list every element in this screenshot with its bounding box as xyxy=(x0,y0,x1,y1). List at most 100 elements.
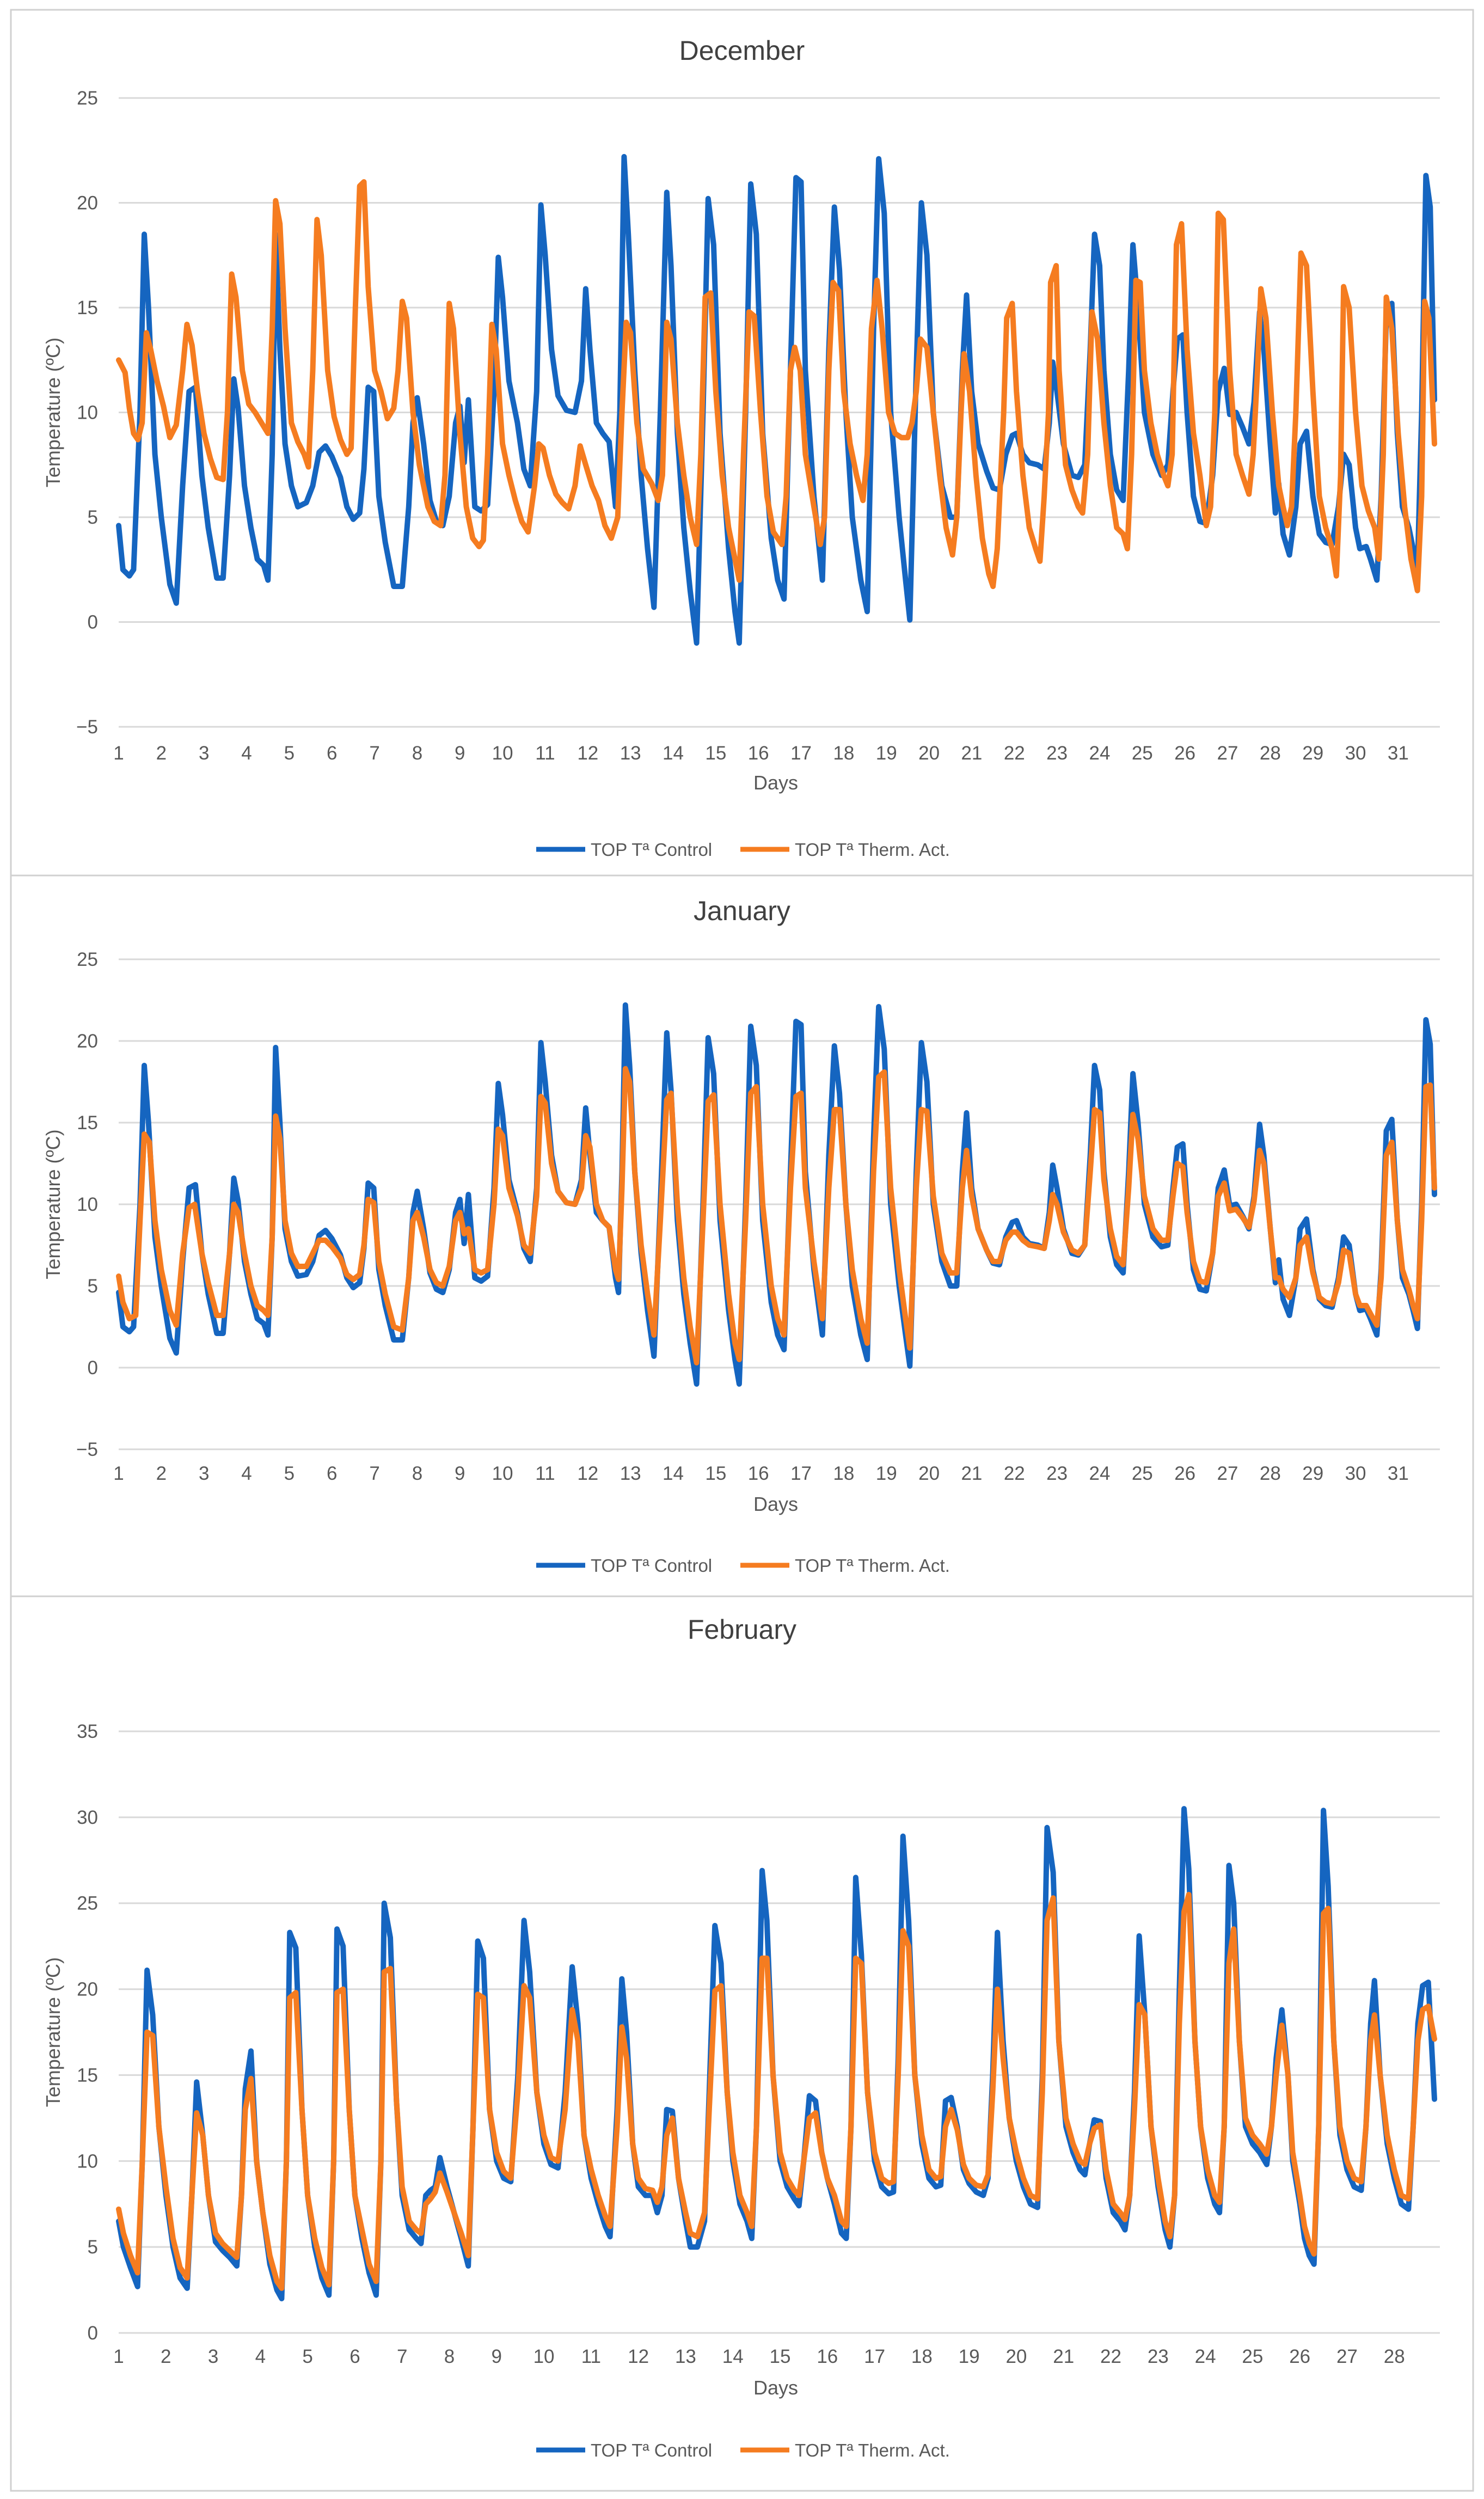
y-tick-label: 10 xyxy=(77,402,98,424)
x-tick-label: 25 xyxy=(1132,743,1153,764)
x-tick-label: 24 xyxy=(1089,1463,1111,1484)
x-tick-label: 21 xyxy=(961,743,982,764)
x-tick-label: 15 xyxy=(705,743,726,764)
x-tick-label: 23 xyxy=(1148,2346,1169,2367)
x-tick-label: 4 xyxy=(241,743,252,764)
x-tick-label: 16 xyxy=(748,743,769,764)
x-tick-label: 23 xyxy=(1046,743,1068,764)
y-tick-label: 25 xyxy=(77,949,98,970)
x-tick-label: 10 xyxy=(492,743,513,764)
x-tick-label: 11 xyxy=(581,2346,601,2367)
x-tick-label: 18 xyxy=(833,743,854,764)
y-tick-label: 20 xyxy=(77,193,98,214)
y-tick-label: 25 xyxy=(77,1893,98,1914)
x-tick-label: 23 xyxy=(1046,1463,1068,1484)
x-tick-label: 20 xyxy=(918,1463,940,1484)
y-tick-label: 10 xyxy=(77,2151,98,2172)
legend: TOP Tª Control TOP Tª Therm. Act. xyxy=(536,840,950,860)
x-axis-title: Days xyxy=(753,2376,798,2399)
x-tick-label: 3 xyxy=(199,1463,209,1484)
x-tick-label: 22 xyxy=(1004,1463,1025,1484)
x-tick-label: 26 xyxy=(1289,2346,1310,2367)
x-tick-label: 17 xyxy=(790,743,812,764)
x-tick-label: 28 xyxy=(1260,743,1281,764)
x-tick-label: 22 xyxy=(1004,743,1025,764)
x-tick-label: 8 xyxy=(444,2346,455,2367)
x-tick-label: 12 xyxy=(577,1463,598,1484)
x-tick-label: 3 xyxy=(199,743,209,764)
x-tick-label: 25 xyxy=(1132,1463,1153,1484)
x-tick-label: 24 xyxy=(1195,2346,1216,2367)
legend-label-control: TOP Tª Control xyxy=(591,2440,712,2460)
x-tick-label: 19 xyxy=(959,2346,980,2367)
x-tick-label: 1 xyxy=(113,2346,124,2367)
x-tick-label: 17 xyxy=(864,2346,885,2367)
x-tick-label: 10 xyxy=(492,1463,513,1484)
x-tick-label: 3 xyxy=(208,2346,218,2367)
y-tick-label: 0 xyxy=(88,2323,98,2344)
x-tick-label: 9 xyxy=(455,1463,465,1484)
x-tick-label: 26 xyxy=(1174,743,1195,764)
x-tick-label: 28 xyxy=(1384,2346,1405,2367)
x-tick-label: 18 xyxy=(911,2346,933,2367)
x-axis-title: Days xyxy=(753,771,798,794)
x-tick-label: 13 xyxy=(620,743,641,764)
y-tick-label: 0 xyxy=(88,1357,98,1379)
series-line-therm xyxy=(116,1891,1437,2291)
x-tick-label: 8 xyxy=(412,743,422,764)
chart-title: February xyxy=(688,1614,796,1645)
y-tick-label: 15 xyxy=(77,2065,98,2086)
x-tick-label: 27 xyxy=(1336,2346,1358,2367)
legend-label-therm: TOP Tª Therm. Act. xyxy=(795,2440,950,2460)
x-tick-label: 16 xyxy=(817,2346,838,2367)
x-tick-label: 29 xyxy=(1302,743,1323,764)
x-tick-label: 28 xyxy=(1260,1463,1281,1484)
legend-label-control: TOP Tª Control xyxy=(591,1555,712,1576)
y-tick-label: 15 xyxy=(77,297,98,318)
y-axis-title: Temperature (ºC) xyxy=(42,338,64,487)
x-tick-label: 5 xyxy=(302,2346,312,2367)
x-tick-label: 9 xyxy=(455,743,465,764)
x-tick-label: 20 xyxy=(1005,2346,1027,2367)
y-tick-label: 25 xyxy=(77,88,98,109)
x-tick-label: 16 xyxy=(748,1463,769,1484)
x-tick-label: 2 xyxy=(161,2346,171,2367)
y-tick-label: 10 xyxy=(77,1194,98,1215)
y-axis-title: Temperature (ºC) xyxy=(42,1957,64,2107)
x-tick-label: 31 xyxy=(1388,1463,1409,1484)
series-line-therm xyxy=(116,179,1437,593)
y-tick-label: 20 xyxy=(77,1979,98,2000)
x-tick-label: 7 xyxy=(397,2346,407,2367)
series-line-control xyxy=(116,154,1437,646)
x-tick-label: 31 xyxy=(1388,743,1409,764)
x-tick-label: 29 xyxy=(1302,1463,1323,1484)
x-tick-label: 27 xyxy=(1217,743,1238,764)
legend-label-therm: TOP Tª Therm. Act. xyxy=(795,1555,950,1576)
x-tick-label: 1 xyxy=(113,1463,124,1484)
x-tick-label: 26 xyxy=(1174,1463,1195,1484)
y-tick-label: −5 xyxy=(76,716,98,738)
x-tick-label: 8 xyxy=(412,1463,422,1484)
x-axis-title: Days xyxy=(753,1493,798,1515)
x-tick-label: 13 xyxy=(620,1463,641,1484)
x-tick-label: 2 xyxy=(156,743,167,764)
x-tick-label: 19 xyxy=(876,743,897,764)
x-tick-label: 22 xyxy=(1100,2346,1121,2367)
x-tick-label: 11 xyxy=(535,743,555,764)
x-tick-label: 21 xyxy=(1053,2346,1074,2367)
y-tick-label: 5 xyxy=(88,1276,98,1297)
x-tick-label: 20 xyxy=(918,743,940,764)
legend: TOP Tª Control TOP Tª Therm. Act. xyxy=(536,1555,950,1576)
y-tick-label: −5 xyxy=(76,1439,98,1460)
chart-title: January xyxy=(694,896,790,926)
x-tick-label: 21 xyxy=(961,1463,982,1484)
x-tick-label: 14 xyxy=(663,1463,684,1484)
x-tick-label: 5 xyxy=(284,743,295,764)
x-tick-label: 24 xyxy=(1089,743,1111,764)
y-tick-label: 0 xyxy=(88,612,98,633)
legend: TOP Tª Control TOP Tª Therm. Act. xyxy=(536,2440,950,2460)
x-tick-label: 15 xyxy=(770,2346,791,2367)
